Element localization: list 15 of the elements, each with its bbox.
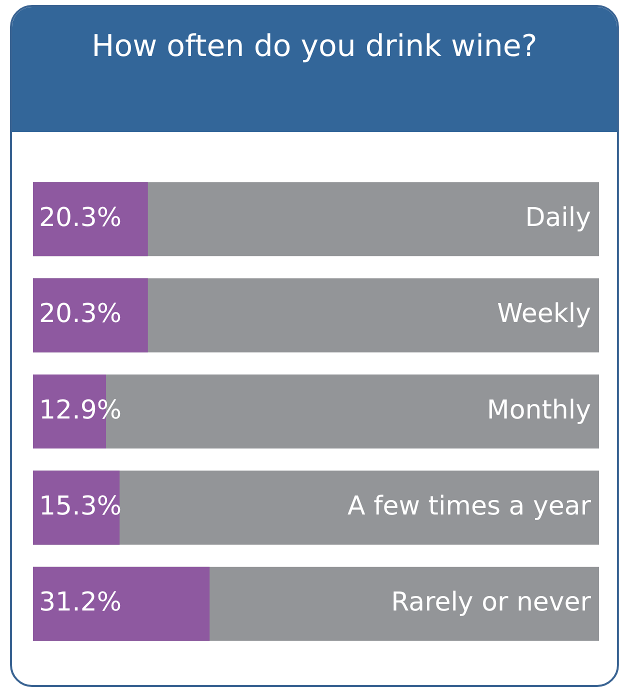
data-label: 15.3% bbox=[39, 491, 122, 522]
data-label: 12.9% bbox=[39, 395, 122, 426]
data-label: 20.3% bbox=[39, 299, 122, 330]
data-label: 20.3% bbox=[39, 202, 122, 233]
y-tick-label: Daily bbox=[525, 202, 591, 233]
y-tick-label: A few times a year bbox=[348, 491, 592, 522]
bar bbox=[33, 566, 210, 641]
bar bbox=[33, 470, 120, 545]
y-tick-label: Weekly bbox=[497, 299, 591, 330]
y-tick-label: Rarely or never bbox=[391, 588, 592, 618]
data-label: 31.2% bbox=[39, 588, 122, 618]
bar bbox=[33, 182, 148, 256]
y-tick-label: Monthly bbox=[486, 395, 591, 426]
bar bbox=[33, 278, 148, 352]
chart-title: How often do you drink wine? bbox=[12, 7, 617, 132]
